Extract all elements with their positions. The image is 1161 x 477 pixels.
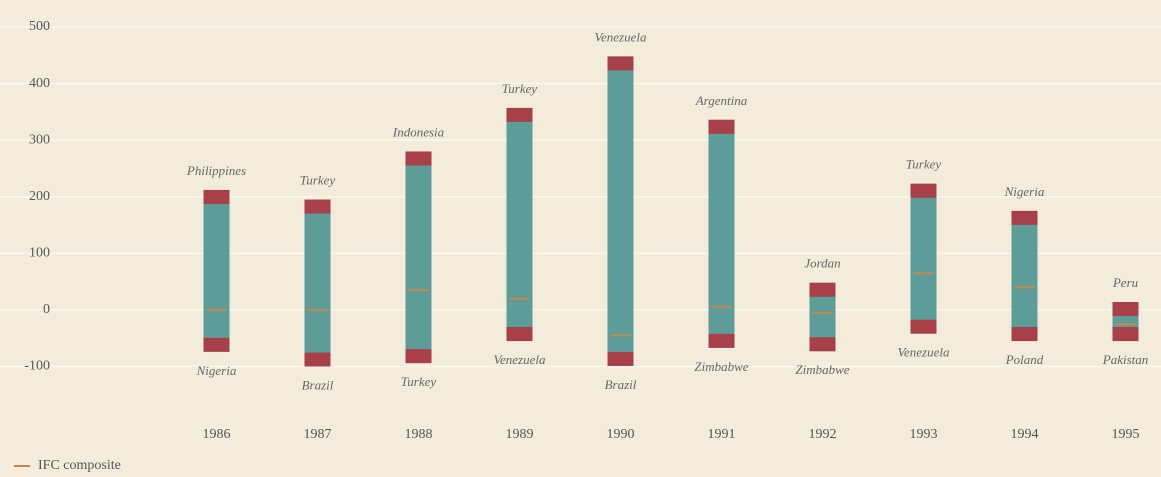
high-cap [1011,210,1038,225]
low-label: Nigeria [196,363,237,378]
high-label: Jordan [804,256,840,271]
high-cap [1112,301,1139,316]
x-tick-label: 1990 [607,427,635,442]
range-bar [405,151,432,364]
low-label: Pakistan [1102,352,1149,367]
x-tick-label: 1994 [1011,427,1039,442]
high-cap [203,189,230,204]
high-cap [506,107,533,122]
low-cap [506,327,533,342]
low-cap [607,351,634,366]
low-label: Poland [1005,352,1044,367]
low-cap [304,352,331,367]
low-cap [1112,327,1139,342]
range-bar [203,189,230,352]
range-bar [304,199,331,367]
x-tick-label: 1991 [708,427,736,442]
high-cap [304,199,331,214]
low-label: Brazil [302,377,334,392]
high-cap [708,119,735,134]
x-tick-label: 1987 [304,427,332,442]
high-label: Indonesia [392,124,445,139]
x-tick-label: 1995 [1112,427,1140,442]
high-label: Turkey [300,173,336,188]
high-label: Turkey [906,157,942,172]
high-cap [405,151,432,166]
low-label: Venezuela [898,345,950,360]
y-tick-label: -100 [24,359,50,374]
low-cap [203,337,230,352]
x-tick-label: 1993 [910,427,938,442]
low-label: Zimbabwe [795,362,849,377]
low-cap [910,319,937,334]
high-label: Peru [1112,275,1139,290]
high-cap [809,282,836,297]
range-bar [1011,210,1038,342]
x-tick-label: 1992 [809,427,837,442]
high-cap [607,56,634,71]
x-tick-label: 1986 [203,427,231,442]
range-bar [607,56,634,366]
y-tick-label: 300 [29,132,50,147]
y-tick-label: 100 [29,246,50,261]
high-label: Philippines [186,163,246,178]
range-bar [708,119,735,348]
low-label: Venezuela [494,352,546,367]
x-tick-label: 1989 [506,427,534,442]
low-label: Brazil [605,377,637,392]
range-bar [506,107,533,342]
low-label: Zimbabwe [694,359,748,374]
legend-label: IFC composite [38,458,121,473]
high-label: Venezuela [595,29,647,44]
low-cap [809,337,836,352]
low-label: Turkey [401,374,437,389]
high-cap [910,183,937,198]
low-cap [405,349,432,364]
range-bar [910,183,937,334]
y-tick-label: 400 [29,76,50,91]
high-label: Nigeria [1004,184,1045,199]
y-tick-label: 200 [29,189,50,204]
x-tick-label: 1988 [405,427,433,442]
low-cap [708,333,735,348]
high-label: Turkey [502,81,538,96]
y-tick-label: 0 [43,302,50,317]
y-tick-label: 500 [29,19,50,34]
high-label: Argentina [695,93,748,108]
low-cap [1011,327,1038,342]
